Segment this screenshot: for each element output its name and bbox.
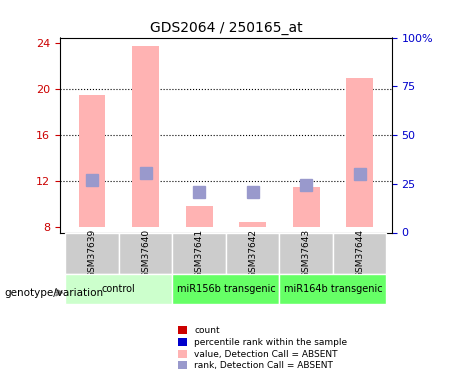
- Text: GSM37641: GSM37641: [195, 228, 204, 278]
- FancyBboxPatch shape: [172, 232, 226, 274]
- Bar: [239, 222, 266, 227]
- Legend: count, percentile rank within the sample, value, Detection Call = ABSENT, rank, : count, percentile rank within the sample…: [178, 326, 348, 370]
- Text: genotype/variation: genotype/variation: [5, 288, 104, 297]
- FancyBboxPatch shape: [65, 274, 172, 304]
- FancyBboxPatch shape: [172, 274, 279, 304]
- FancyBboxPatch shape: [279, 274, 386, 304]
- Bar: [346, 78, 373, 227]
- Text: GSM37644: GSM37644: [355, 229, 364, 278]
- Title: GDS2064 / 250165_at: GDS2064 / 250165_at: [149, 21, 302, 35]
- FancyBboxPatch shape: [333, 232, 386, 274]
- Bar: [132, 45, 159, 227]
- Text: control: control: [102, 284, 136, 294]
- Bar: [293, 187, 319, 227]
- FancyBboxPatch shape: [279, 232, 333, 274]
- Text: miR156b transgenic: miR156b transgenic: [177, 284, 275, 294]
- FancyBboxPatch shape: [119, 232, 172, 274]
- Text: miR164b transgenic: miR164b transgenic: [284, 284, 382, 294]
- Text: GSM37643: GSM37643: [301, 228, 311, 278]
- Bar: [186, 206, 213, 227]
- FancyBboxPatch shape: [65, 232, 119, 274]
- Text: GSM37640: GSM37640: [141, 228, 150, 278]
- FancyBboxPatch shape: [226, 232, 279, 274]
- Text: GSM37639: GSM37639: [88, 228, 96, 278]
- Text: GSM37642: GSM37642: [248, 229, 257, 278]
- Bar: [79, 95, 106, 227]
